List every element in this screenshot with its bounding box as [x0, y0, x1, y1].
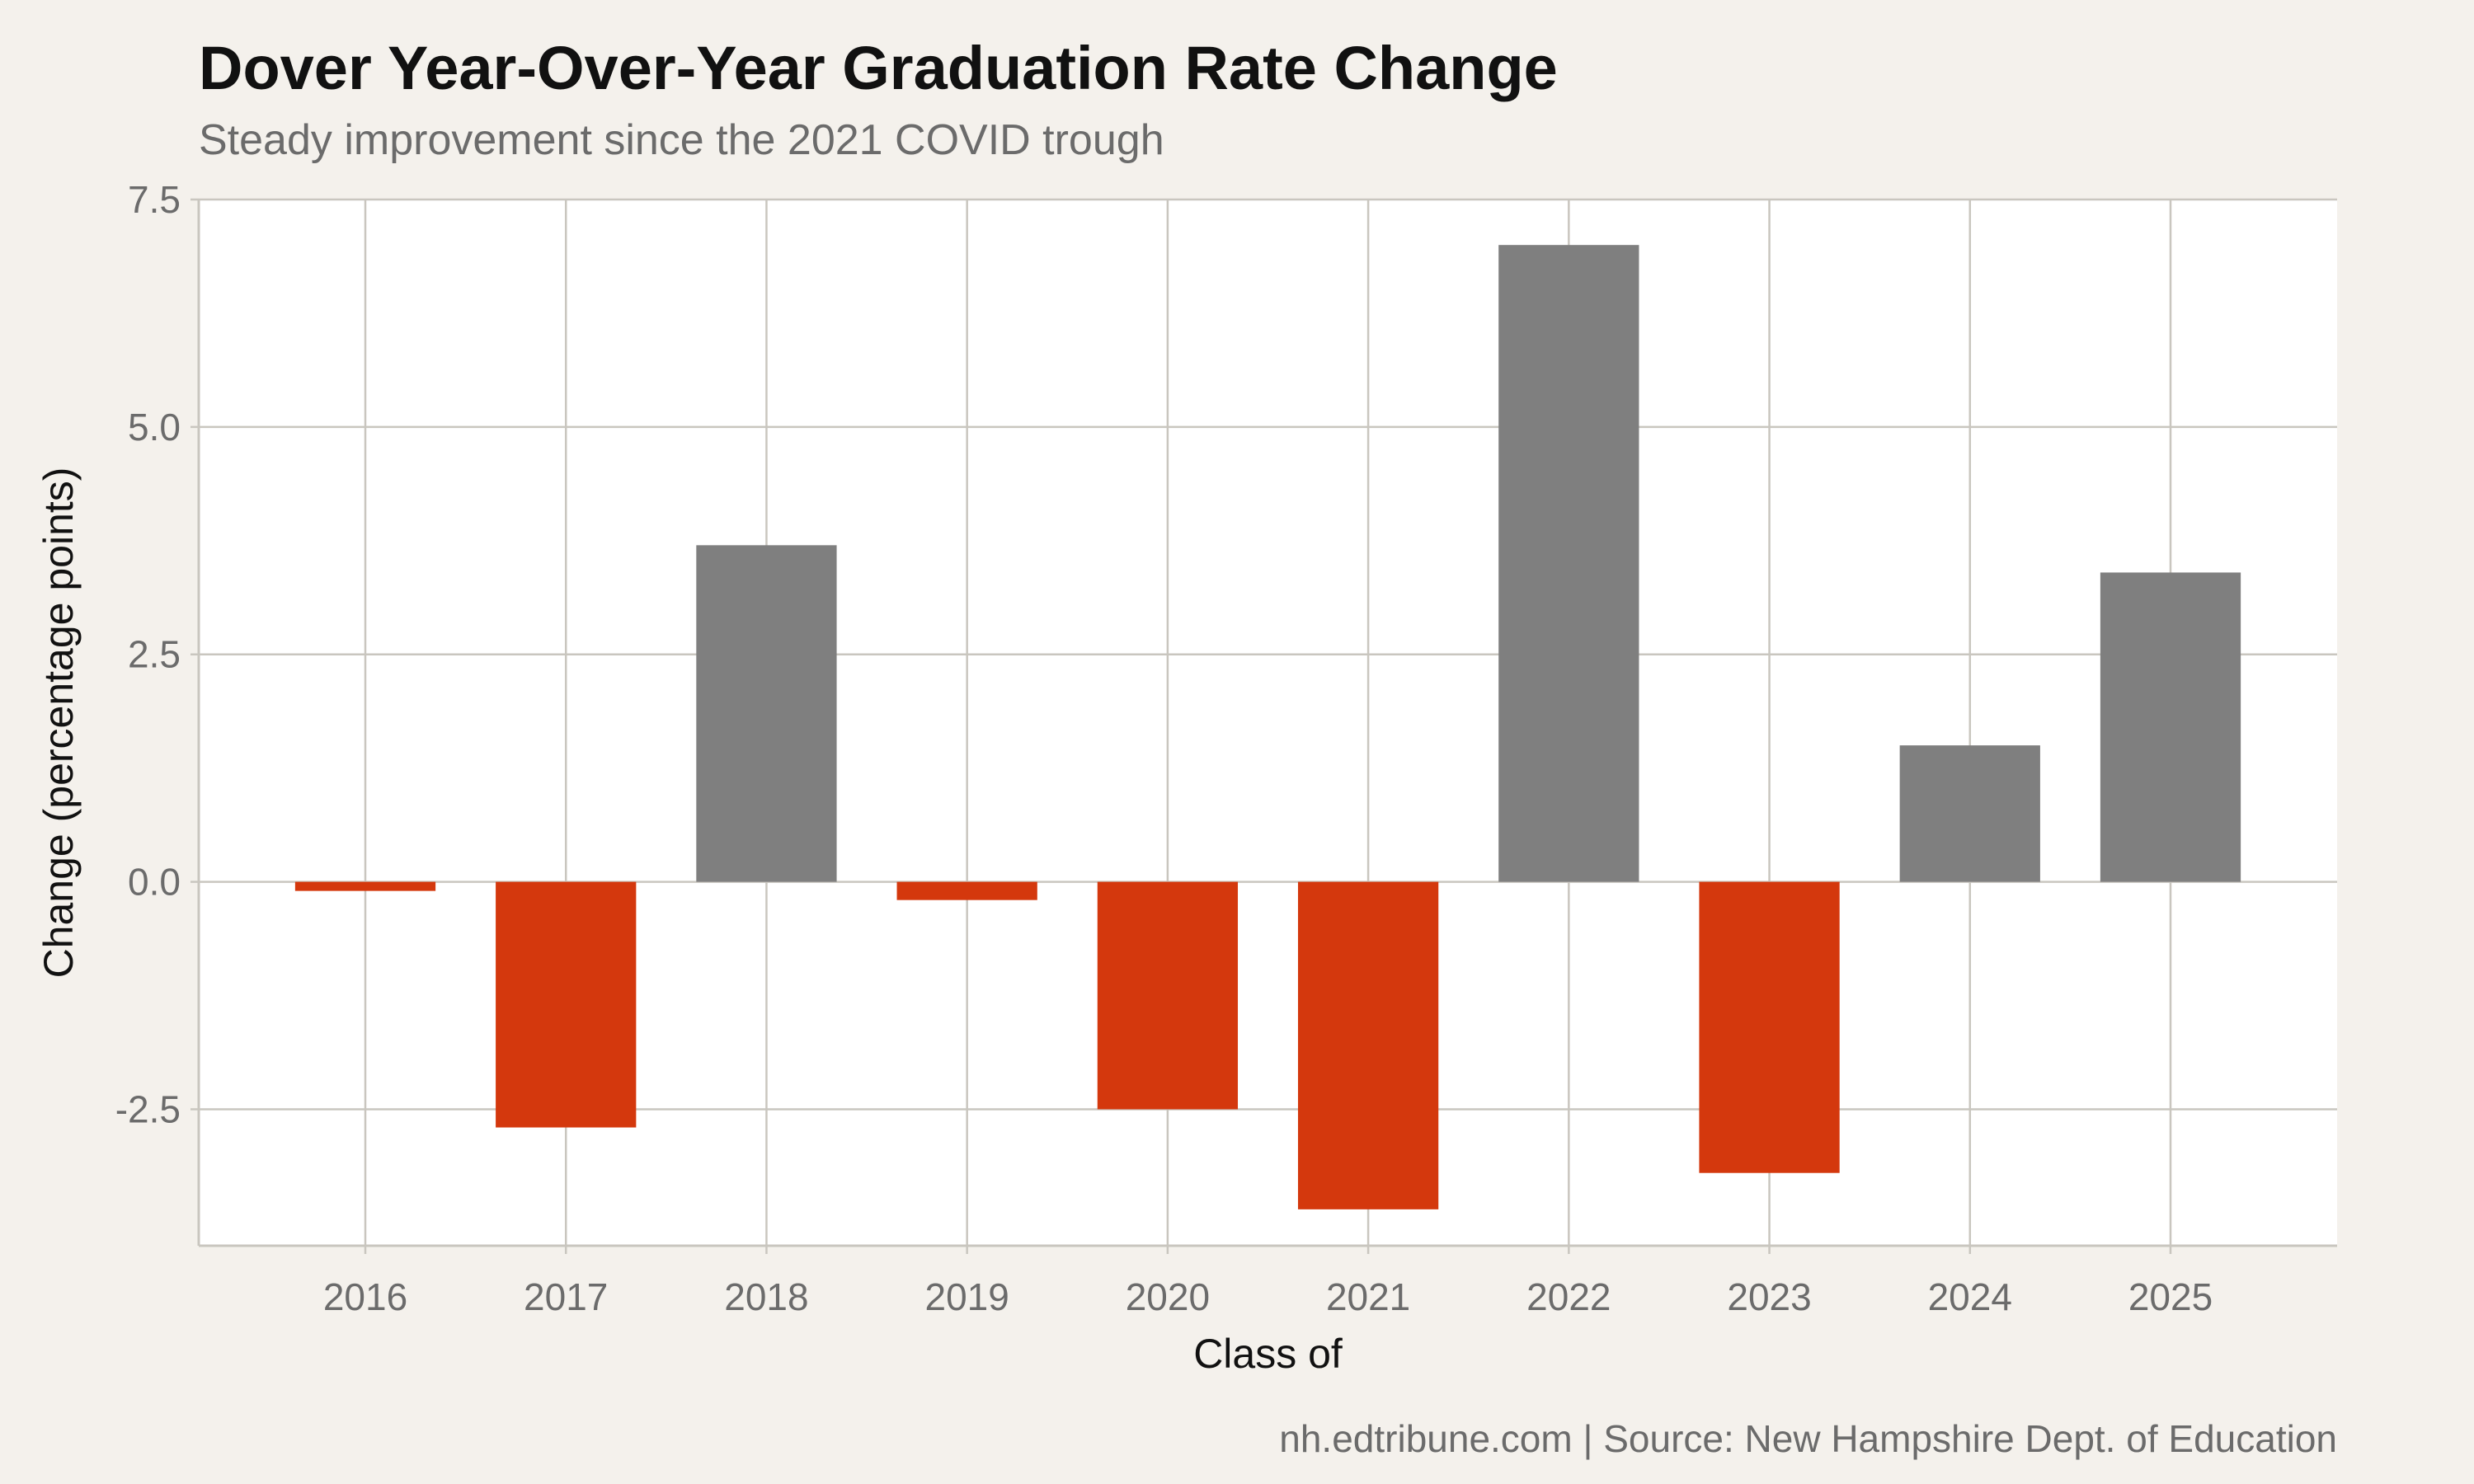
x-tick-label: 2017: [524, 1275, 608, 1318]
bar-2020: [1097, 881, 1239, 1110]
y-tick-label: 2.5: [128, 633, 181, 676]
chart-subtitle: Steady improvement since the 2021 COVID …: [199, 116, 1164, 164]
x-tick-label: 2018: [724, 1275, 808, 1318]
chart-title: Dover Year-Over-Year Graduation Rate Cha…: [199, 34, 1558, 102]
x-axis-title: Class of: [1193, 1331, 1343, 1377]
bar-2017: [496, 881, 637, 1128]
x-tick-label: 2020: [1126, 1275, 1210, 1318]
bar-2019: [896, 881, 1037, 900]
bar-2016: [294, 881, 436, 891]
bar-2022: [1498, 245, 1639, 882]
bar-2021: [1297, 881, 1439, 1209]
bar-2025: [2100, 572, 2241, 882]
x-tick-label: 2025: [2128, 1275, 2213, 1318]
x-tick-label: 2023: [1727, 1275, 1811, 1318]
bar-2023: [1699, 881, 1840, 1173]
y-tick-label: 7.5: [128, 178, 181, 221]
y-tick-label: 5.0: [128, 406, 181, 448]
y-axis-title: Change (percentage points): [35, 467, 82, 979]
chart-caption: nh.edtribune.com | Source: New Hampshire…: [1279, 1417, 2337, 1460]
x-tick-label: 2019: [924, 1275, 1009, 1318]
y-tick-label: -2.5: [115, 1087, 181, 1130]
x-tick-label: 2021: [1326, 1275, 1410, 1318]
x-tick-label: 2024: [1928, 1275, 2012, 1318]
x-tick-label: 2022: [1526, 1275, 1611, 1318]
y-tick-label: 0.0: [128, 861, 181, 904]
bar-2018: [696, 545, 837, 882]
x-tick-label: 2016: [323, 1275, 407, 1318]
bar-2024: [1899, 745, 2040, 882]
